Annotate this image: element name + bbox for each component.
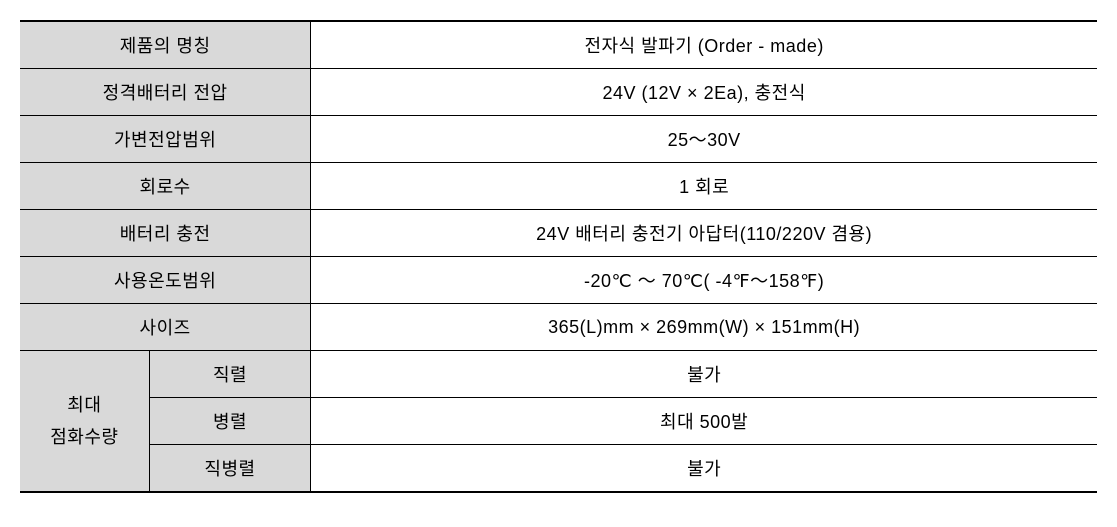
- table-row: 직병렬 불가: [20, 445, 1097, 493]
- row-value: 24V 배터리 충전기 아답터(110/220V 겸용): [311, 210, 1097, 257]
- table-row: 병렬 최대 500발: [20, 398, 1097, 445]
- row-value: 24V (12V × 2Ea), 충전식: [311, 69, 1097, 116]
- table-row: 제품의 명칭 전자식 발파기 (Order - made): [20, 21, 1097, 69]
- table-row: 가변전압범위 25～30V: [20, 116, 1097, 163]
- sub-label: 병렬: [149, 398, 311, 445]
- row-label: 가변전압범위: [20, 116, 311, 163]
- row-value: 1 회로: [311, 163, 1097, 210]
- row-value: 최대 500발: [311, 398, 1097, 445]
- row-label: 회로수: [20, 163, 311, 210]
- row-label: 사용온도범위: [20, 257, 311, 304]
- row-value: 불가: [311, 351, 1097, 398]
- row-value: -20℃ ～ 70℃( -4℉～158℉): [311, 257, 1097, 304]
- table-row: 배터리 충전 24V 배터리 충전기 아답터(110/220V 겸용): [20, 210, 1097, 257]
- row-label: 배터리 충전: [20, 210, 311, 257]
- table-row: 회로수 1 회로: [20, 163, 1097, 210]
- table-row: 최대 점화수량 직렬 불가: [20, 351, 1097, 398]
- row-value: 25～30V: [311, 116, 1097, 163]
- row-label: 정격배터리 전압: [20, 69, 311, 116]
- sub-label: 직렬: [149, 351, 311, 398]
- row-label: 제품의 명칭: [20, 21, 311, 69]
- row-value: 불가: [311, 445, 1097, 493]
- group-label: 최대 점화수량: [20, 351, 149, 493]
- table-row: 사용온도범위 -20℃ ～ 70℃( -4℉～158℉): [20, 257, 1097, 304]
- sub-label: 직병렬: [149, 445, 311, 493]
- row-value: 365(L)mm × 269mm(W) × 151mm(H): [311, 304, 1097, 351]
- row-value: 전자식 발파기 (Order - made): [311, 21, 1097, 69]
- row-label: 사이즈: [20, 304, 311, 351]
- spec-table: 제품의 명칭 전자식 발파기 (Order - made) 정격배터리 전압 2…: [20, 20, 1097, 493]
- table-row: 사이즈 365(L)mm × 269mm(W) × 151mm(H): [20, 304, 1097, 351]
- table-row: 정격배터리 전압 24V (12V × 2Ea), 충전식: [20, 69, 1097, 116]
